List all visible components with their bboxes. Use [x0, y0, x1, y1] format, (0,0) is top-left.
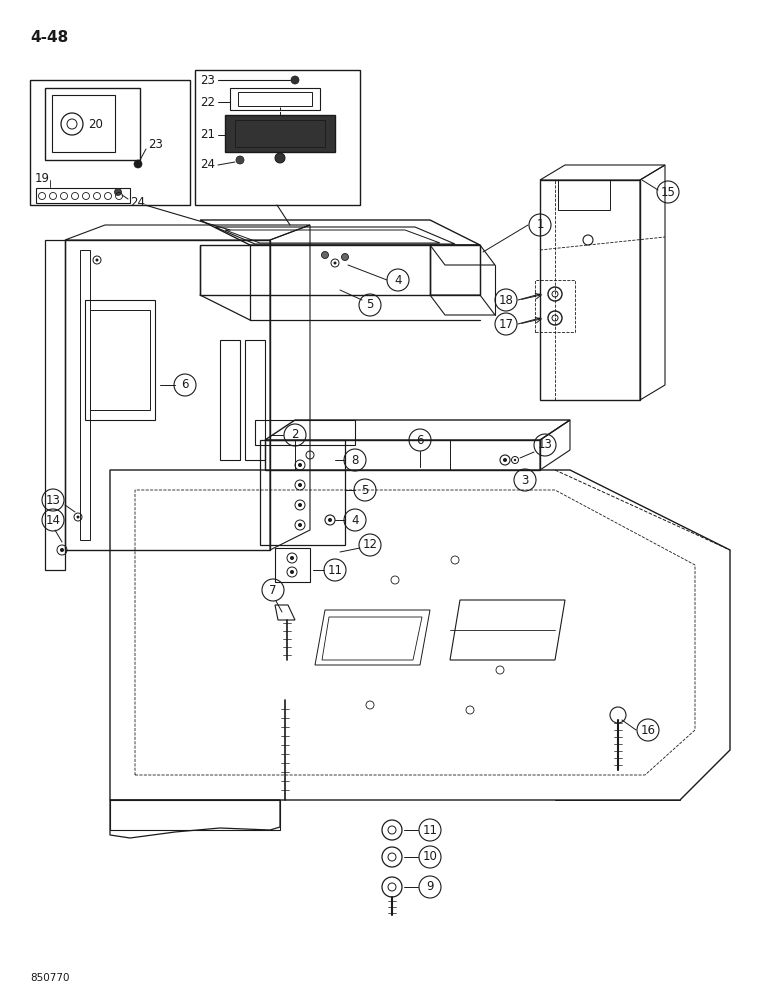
- Circle shape: [291, 76, 299, 84]
- Text: 18: 18: [498, 294, 513, 306]
- Text: 21: 21: [200, 128, 215, 141]
- Text: 13: 13: [45, 493, 60, 506]
- Polygon shape: [225, 115, 335, 152]
- Text: 5: 5: [367, 298, 374, 312]
- Circle shape: [503, 458, 507, 462]
- Circle shape: [275, 153, 285, 163]
- Text: 24: 24: [130, 196, 145, 209]
- Text: 16: 16: [640, 724, 655, 736]
- Circle shape: [76, 516, 80, 518]
- Text: 6: 6: [417, 434, 424, 446]
- Text: 1: 1: [537, 219, 544, 232]
- Text: 19: 19: [35, 172, 50, 184]
- Text: 22: 22: [200, 96, 215, 108]
- Text: 13: 13: [537, 438, 552, 452]
- Circle shape: [290, 570, 294, 574]
- Circle shape: [298, 463, 302, 467]
- Text: 4: 4: [394, 273, 402, 286]
- Text: 14: 14: [45, 514, 61, 526]
- Circle shape: [60, 548, 64, 552]
- Circle shape: [334, 261, 336, 264]
- Circle shape: [298, 523, 302, 527]
- Text: 12: 12: [363, 538, 378, 552]
- Text: 3: 3: [521, 474, 529, 487]
- Text: 23: 23: [200, 74, 215, 87]
- Text: 23: 23: [148, 138, 163, 151]
- Text: 17: 17: [498, 318, 513, 330]
- Text: 4-48: 4-48: [30, 30, 69, 45]
- Circle shape: [328, 518, 332, 522]
- Circle shape: [95, 258, 98, 261]
- Text: 9: 9: [426, 880, 434, 894]
- Circle shape: [321, 251, 328, 258]
- Circle shape: [342, 253, 349, 260]
- Text: 20: 20: [88, 117, 103, 130]
- Text: 15: 15: [661, 186, 675, 198]
- Text: 24: 24: [200, 158, 215, 172]
- Text: 11: 11: [423, 824, 438, 836]
- Text: 4: 4: [351, 514, 359, 526]
- Text: 11: 11: [328, 564, 342, 576]
- Circle shape: [236, 156, 244, 164]
- Circle shape: [115, 188, 122, 196]
- Circle shape: [298, 503, 302, 507]
- Circle shape: [290, 556, 294, 560]
- Text: 10: 10: [423, 850, 438, 863]
- Text: 7: 7: [269, 584, 277, 596]
- Circle shape: [514, 459, 516, 461]
- Text: 6: 6: [181, 378, 189, 391]
- Text: 850770: 850770: [30, 973, 69, 983]
- Circle shape: [134, 160, 142, 168]
- Circle shape: [298, 483, 302, 487]
- Text: 8: 8: [351, 454, 359, 466]
- Text: 2: 2: [291, 428, 299, 442]
- Text: 5: 5: [361, 484, 369, 496]
